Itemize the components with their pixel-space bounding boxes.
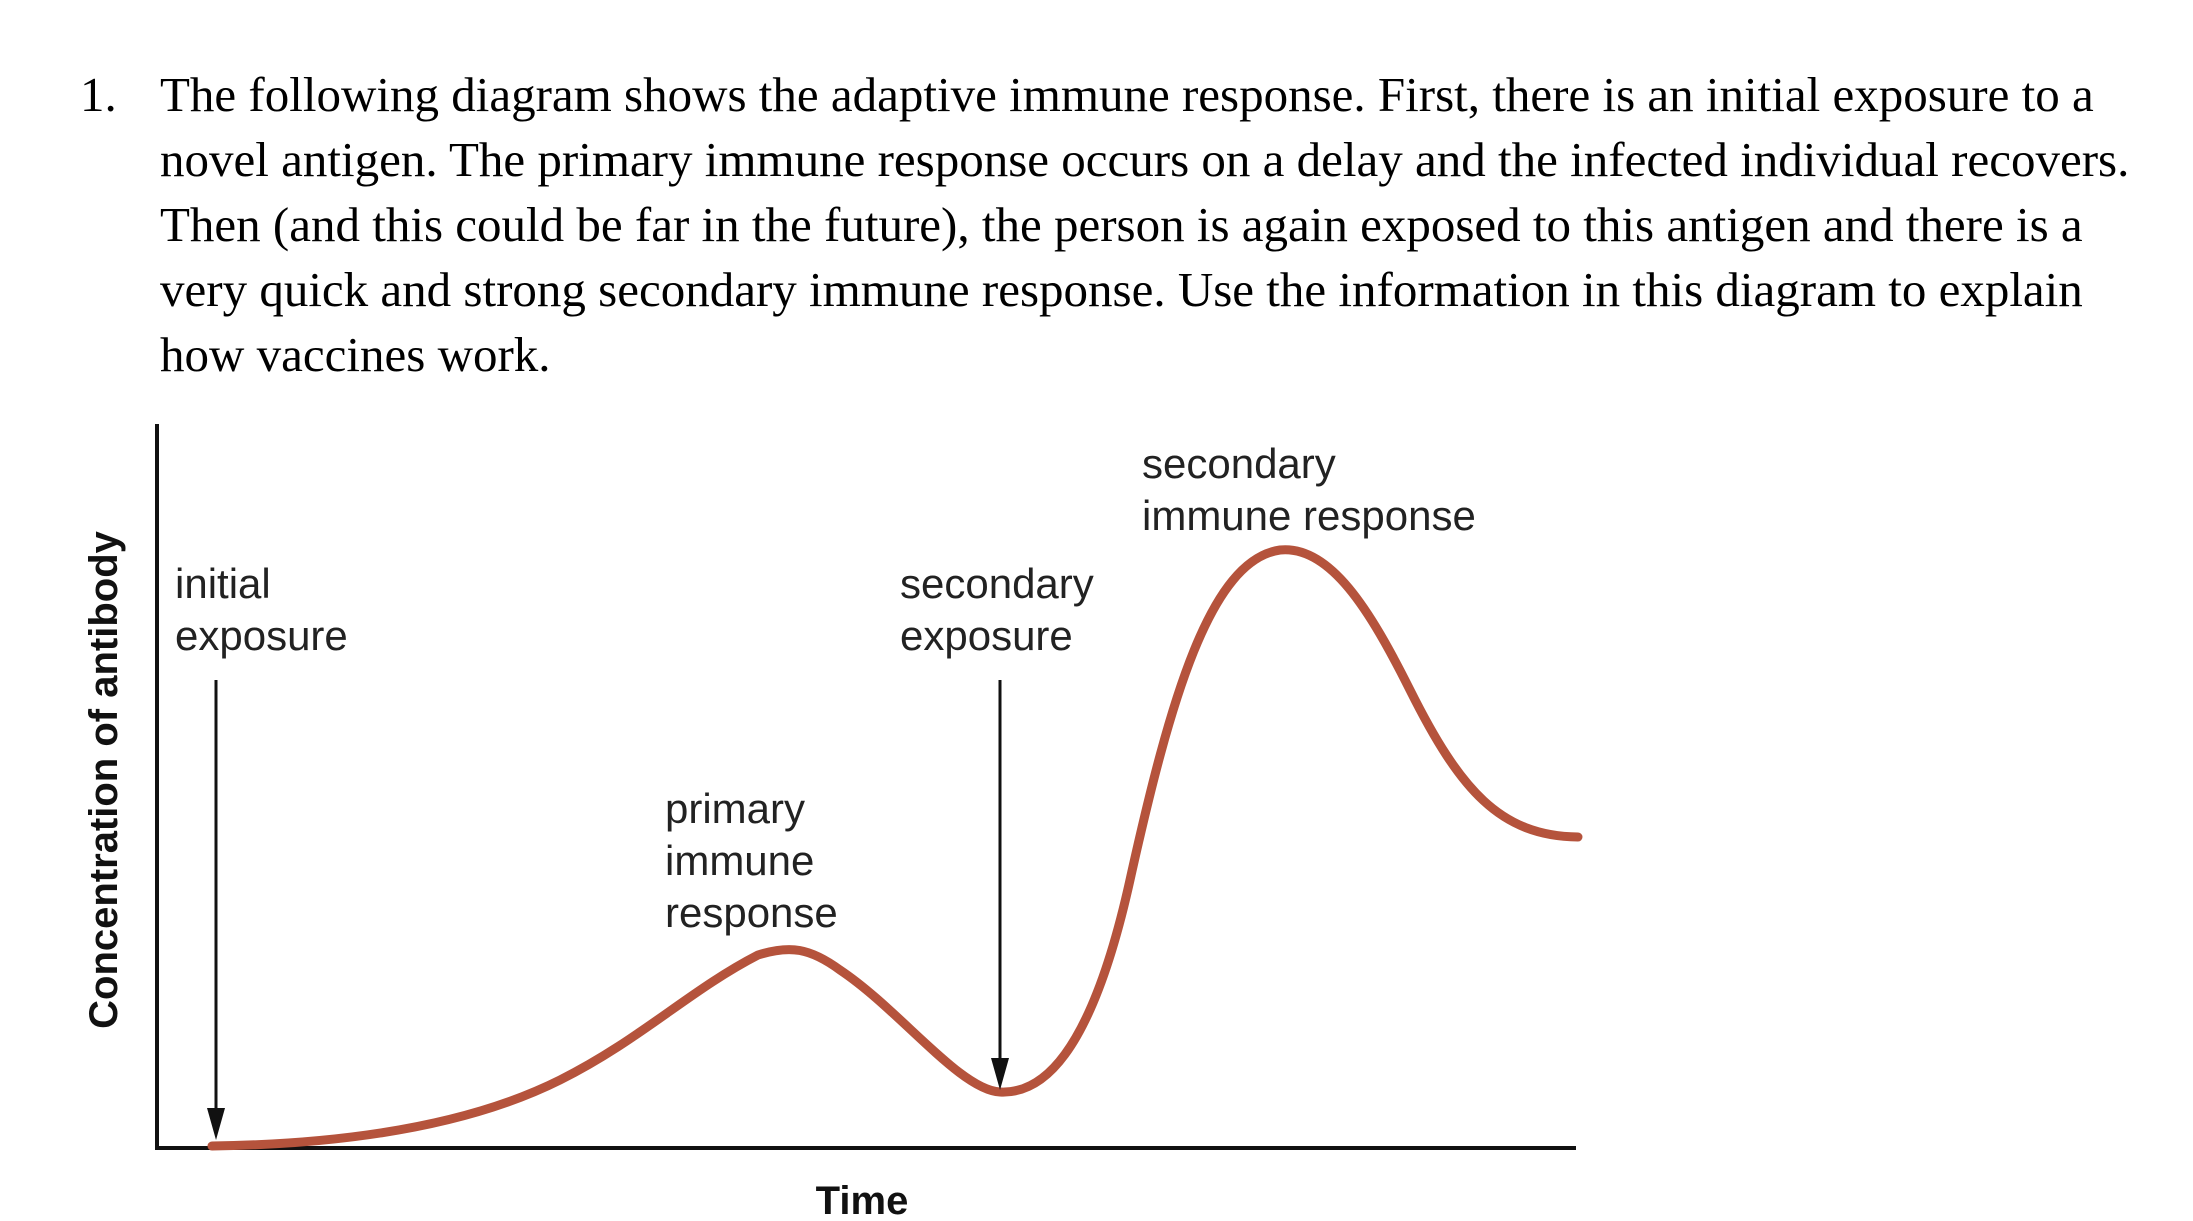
x-axis-title: Time	[816, 1179, 909, 1221]
initial-exposure-arrowhead	[207, 1108, 225, 1140]
label-initial-exposure-1: initial	[175, 560, 271, 607]
label-primary-response-1: primary	[665, 785, 805, 832]
label-secondary-response-2: immune response	[1142, 492, 1476, 539]
question-text: The following diagram shows the adaptive…	[160, 67, 2130, 382]
label-secondary-response-1: secondary	[1142, 440, 1336, 487]
antibody-curve	[207, 545, 1583, 1151]
label-initial-exposure-2: exposure	[175, 612, 348, 659]
secondary-exposure-arrowhead	[991, 1058, 1009, 1090]
label-secondary-exposure-1: secondary	[900, 560, 1094, 607]
label-secondary-exposure-2: exposure	[900, 612, 1073, 659]
question-number: 1.	[80, 67, 117, 122]
label-primary-response-3: response	[665, 889, 838, 936]
question: 1. The following diagram shows the adapt…	[80, 62, 2140, 387]
y-axis-title: Concentration of antibody	[82, 530, 126, 1029]
label-primary-response-2: immune	[665, 837, 814, 884]
